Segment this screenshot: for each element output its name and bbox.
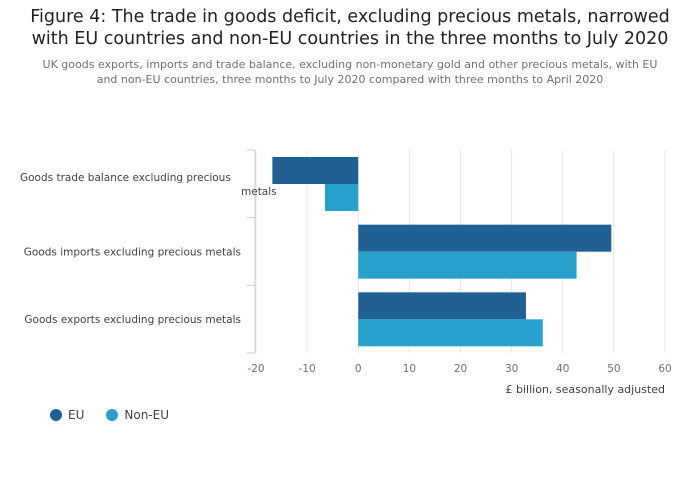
- x-tick-label: 60: [658, 363, 671, 375]
- chart-subtitle-line-1: UK goods exports, imports and trade bala…: [42, 58, 658, 71]
- chart-title-line-2: with EU countries and non-EU countries i…: [31, 29, 669, 49]
- chart-subtitle-line-2: and non-EU countries, three months to Ju…: [96, 72, 604, 86]
- legend-label-eu: EU: [68, 408, 85, 422]
- bar-non-eu: [358, 319, 543, 347]
- bar-eu: [358, 224, 612, 252]
- x-tick-label: -20: [247, 363, 264, 375]
- legend-swatch-non-eu: [106, 409, 119, 421]
- legend-swatch-eu: [50, 409, 62, 421]
- x-tick-label: 10: [403, 363, 416, 375]
- bar-eu: [358, 292, 526, 320]
- chart-title: Figure 4: The trade in goods deficit, ex…: [0, 6, 700, 50]
- x-tick-label: 30: [505, 363, 518, 375]
- x-tick-label: 20: [454, 363, 467, 375]
- category-label: Goods imports excluding precious metals: [24, 247, 241, 259]
- x-tick-label: -10: [299, 363, 316, 375]
- x-tick-label: 50: [607, 363, 620, 375]
- legend-item-eu[interactable]: EU: [50, 408, 84, 422]
- x-axis-title: £ billion, seasonally adjusted: [506, 383, 665, 396]
- category-label: metals: [241, 186, 277, 198]
- chart-title-line-1: Figure 4: The trade in goods deficit, ex…: [30, 7, 670, 27]
- bar-non-eu: [358, 251, 577, 279]
- legend: EU Non-EU: [50, 408, 169, 422]
- x-tick-label: 0: [355, 363, 362, 375]
- category-label: Goods trade balance excluding precious: [20, 172, 231, 184]
- x-tick-label: 40: [556, 363, 569, 375]
- legend-label-non-eu: Non-EU: [124, 408, 169, 422]
- category-label: Goods exports excluding precious metals: [24, 314, 241, 326]
- bar-eu: [272, 157, 359, 184]
- chart-subtitle: UK goods exports, imports and trade bala…: [0, 58, 700, 87]
- legend-item-non-eu[interactable]: Non-EU: [106, 408, 169, 422]
- bar-non-eu: [325, 184, 359, 211]
